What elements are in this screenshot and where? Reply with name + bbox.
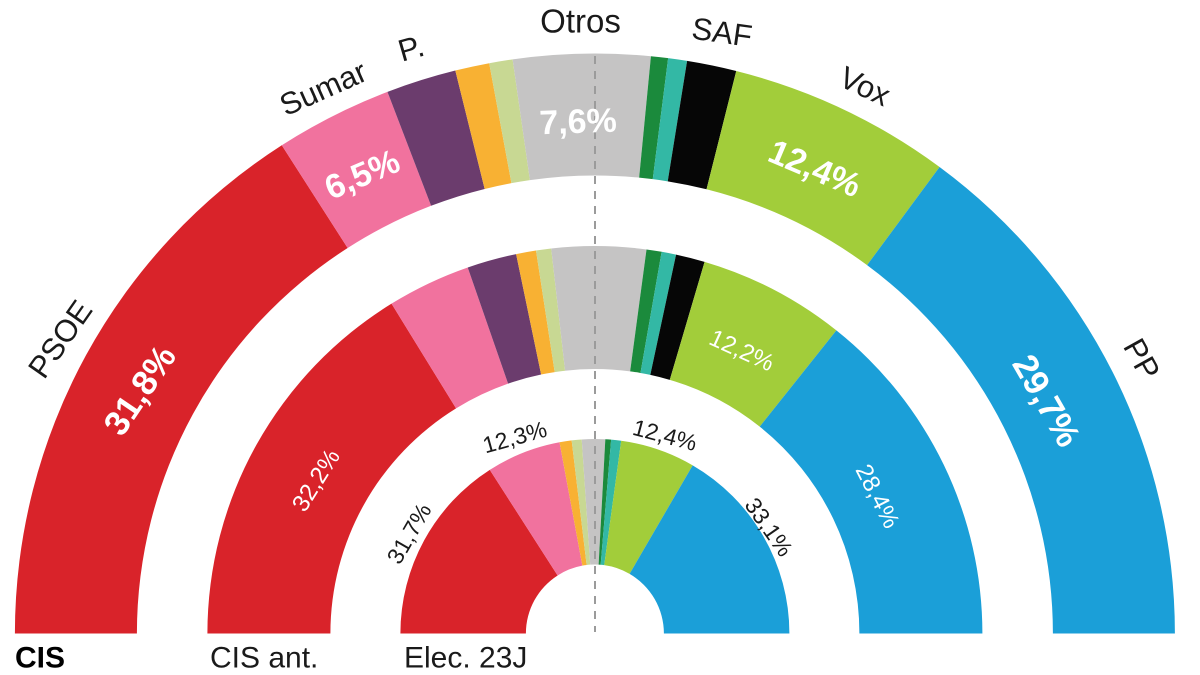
svg-text:Elec. 23J: Elec. 23J: [404, 642, 527, 675]
svg-text:SAF: SAF: [690, 11, 755, 54]
svg-text:CIS: CIS: [15, 642, 65, 675]
svg-text:CIS ant.: CIS ant.: [210, 642, 318, 675]
svg-text:Otros: Otros: [540, 3, 621, 40]
svg-text:7,6%: 7,6%: [539, 102, 618, 143]
